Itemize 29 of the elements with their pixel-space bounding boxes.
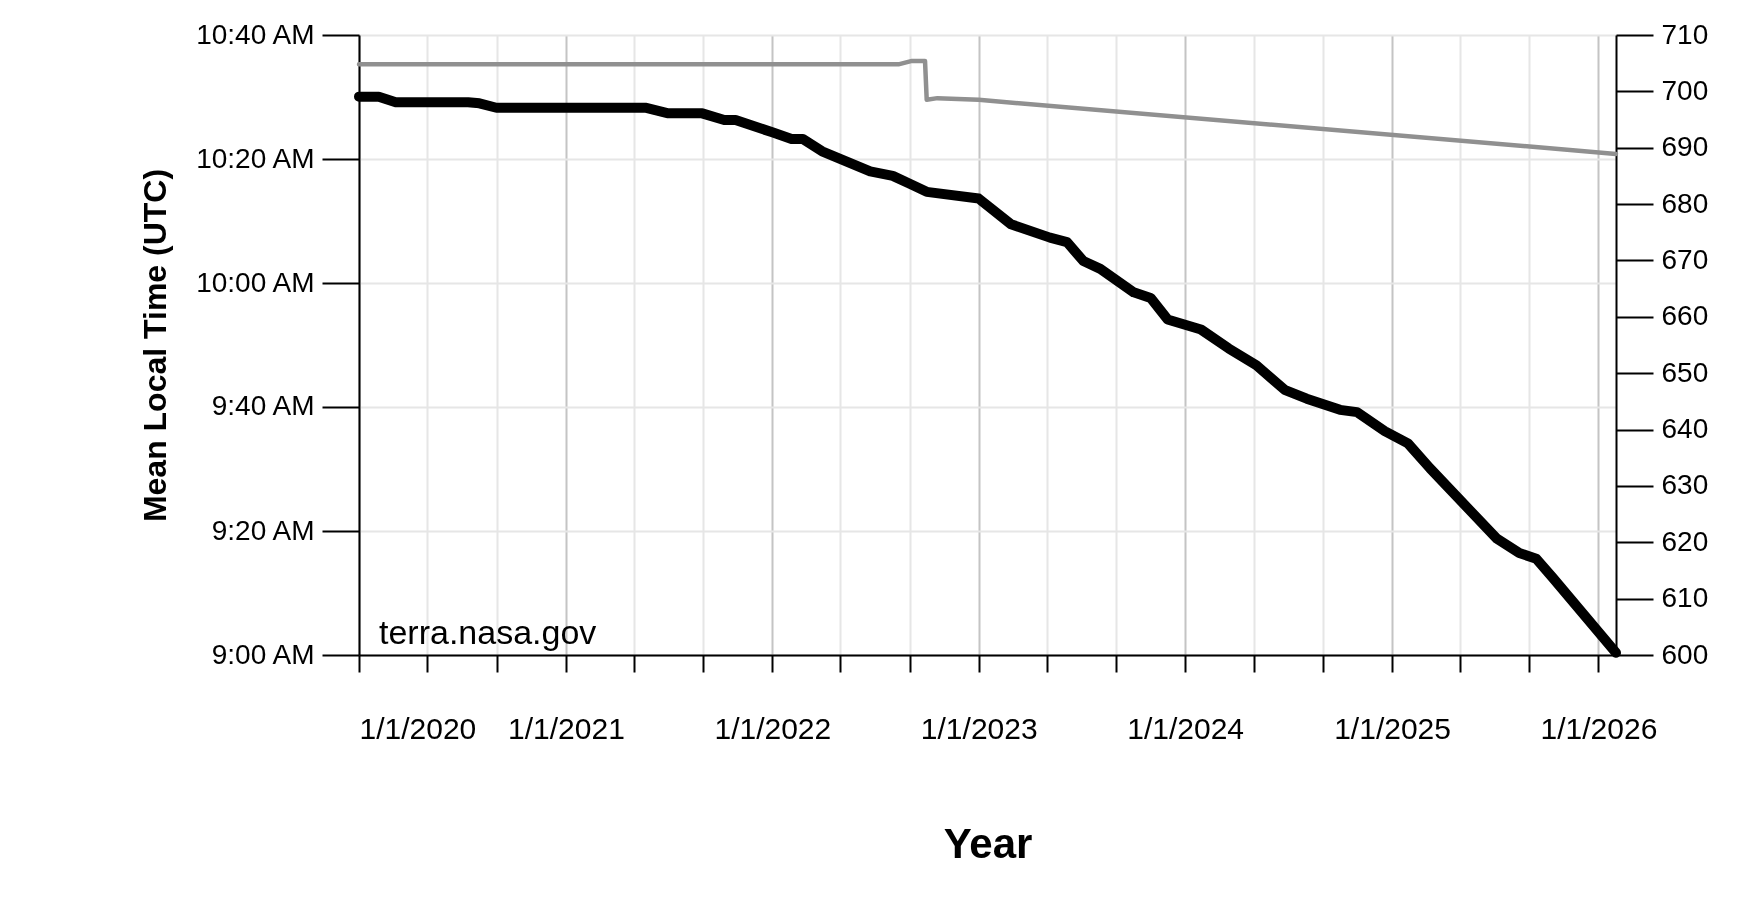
y2-tick-label: 700	[1661, 74, 1709, 106]
annotation: terra.nasa.gov	[379, 613, 597, 651]
x-tick-label: 1/1/2025	[1334, 711, 1451, 745]
x-tick-label: 1/1/2020	[359, 711, 477, 745]
x-axis-title: Year	[943, 819, 1033, 867]
x-tick-label: 1/1/2024	[1127, 711, 1245, 745]
x-tick-label: 1/1/2026	[1540, 711, 1658, 745]
y-tick-label: 10:40 AM	[196, 18, 315, 50]
y-tick-label: 9:00 AM	[211, 638, 315, 670]
y2-tick-label: 610	[1661, 582, 1709, 614]
y2-tick-label: 630	[1661, 469, 1709, 501]
x-tick-label: 1/1/2023	[920, 711, 1038, 745]
x-tick-label: 1/1/2022	[714, 711, 832, 745]
y2-tick-label: 710	[1661, 18, 1709, 50]
y2-tick-label: 680	[1661, 187, 1709, 219]
y2-tick-label: 660	[1661, 300, 1709, 332]
x-tick-label: 1/1/2021	[508, 711, 625, 745]
y2-tick-label: 640	[1661, 413, 1709, 445]
y2-tick-label: 600	[1661, 638, 1709, 670]
y-tick-label: 10:00 AM	[196, 266, 315, 298]
line-series	[356, 58, 1619, 157]
y-tick-label: 9:20 AM	[211, 514, 315, 546]
y2-tick-label: 670	[1661, 243, 1709, 275]
y2-tick-label: 620	[1661, 525, 1709, 557]
y2-tick-label: 650	[1661, 356, 1709, 388]
y-tick-label: 9:40 AM	[211, 390, 315, 422]
y-axis-title: Mean Local Time (UTC)	[136, 168, 173, 523]
y-tick-label: 10:20 AM	[196, 142, 315, 174]
y2-tick-label: 690	[1661, 131, 1709, 163]
